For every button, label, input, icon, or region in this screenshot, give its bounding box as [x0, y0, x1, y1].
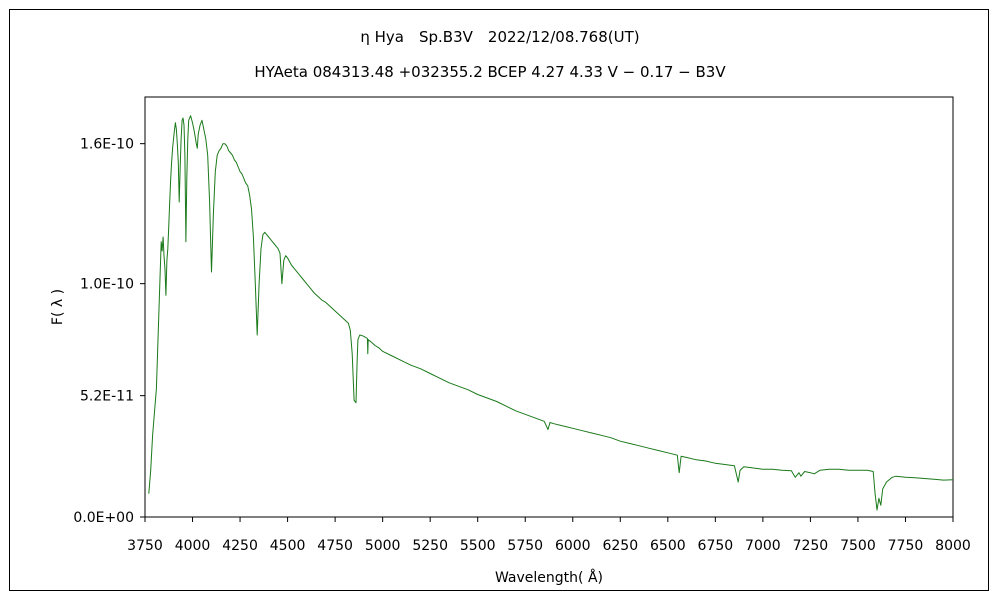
plot-area — [144, 96, 954, 518]
x-axis-label: Wavelength( Å) — [495, 569, 603, 586]
x-tick-label: 6250 — [602, 538, 638, 554]
x-tick-label: 7250 — [793, 538, 829, 554]
x-tick-label: 8000 — [935, 538, 971, 554]
y-axis-label: F( λ ) — [50, 289, 66, 325]
x-tick-label: 6500 — [650, 538, 686, 554]
x-tick-label: 4000 — [175, 538, 211, 554]
y-tick-label: 0.0E+00 — [73, 510, 134, 526]
y-tick-label: 5.2E-11 — [80, 389, 134, 405]
x-tick-label: 5750 — [507, 538, 543, 554]
x-tick-label: 4750 — [317, 538, 353, 554]
series-layer — [148, 115, 954, 511]
x-tick-label: 6750 — [698, 538, 734, 554]
x-tick-label: 7000 — [745, 538, 781, 554]
x-tick-label: 5500 — [460, 538, 496, 554]
chart-frame — [9, 9, 989, 591]
x-tick-label: 3750 — [127, 538, 163, 554]
y-axis-ticks: 0.0E+00 5.2E-11 1.0E-10 1.6E-10 — [73, 137, 145, 526]
spectrum-line — [148, 115, 954, 511]
y-tick-label: 1.0E-10 — [80, 277, 134, 293]
x-tick-label: 4500 — [270, 538, 306, 554]
y-tick-label: 1.6E-10 — [80, 137, 134, 153]
x-axis-ticks: 3750 4000 4250 4500 4750 5000 5250 5500 5750 6000… — [127, 517, 971, 554]
x-tick-label: 5250 — [412, 538, 448, 554]
x-tick-label: 4250 — [222, 538, 258, 554]
x-tick-label: 7750 — [888, 538, 924, 554]
x-tick-label: 7500 — [840, 538, 876, 554]
x-tick-label: 6000 — [555, 538, 591, 554]
chart-subtitle: HYAeta 084313.48 +032355.2 BCEP 4.27 4.3… — [254, 63, 726, 81]
chart-title: η Hya Sp.B3V 2022/12/08.768(UT) — [360, 28, 639, 46]
x-tick-label: 5000 — [365, 538, 401, 554]
